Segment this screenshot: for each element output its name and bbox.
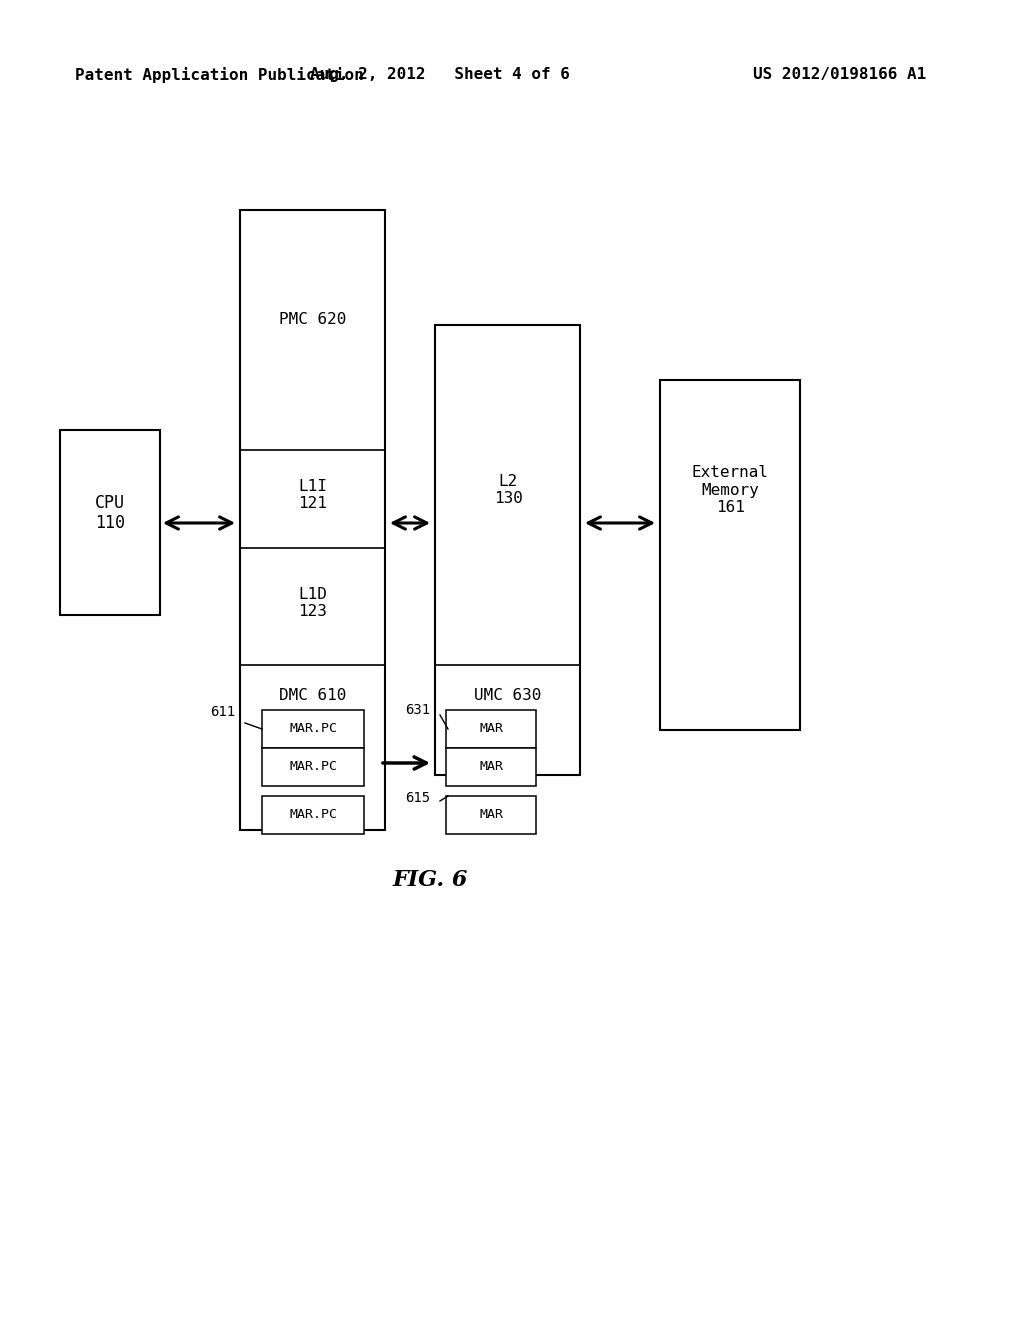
- Text: 615: 615: [404, 791, 430, 805]
- Text: DMC 610: DMC 610: [280, 688, 347, 702]
- Bar: [446, 710, 536, 748]
- Bar: [660, 380, 800, 730]
- Bar: [446, 796, 536, 834]
- Text: US 2012/0198166 A1: US 2012/0198166 A1: [754, 67, 927, 82]
- Text: CPU
110: CPU 110: [95, 494, 125, 532]
- Text: L2
130: L2 130: [494, 474, 522, 506]
- Text: UMC 630: UMC 630: [474, 688, 542, 702]
- Text: Aug. 2, 2012   Sheet 4 of 6: Aug. 2, 2012 Sheet 4 of 6: [310, 67, 570, 82]
- Text: L1I
121: L1I 121: [299, 479, 328, 511]
- Text: Patent Application Publication: Patent Application Publication: [75, 67, 364, 83]
- Text: MAR.PC: MAR.PC: [289, 808, 337, 821]
- Text: MAR: MAR: [479, 808, 503, 821]
- Bar: [435, 325, 580, 775]
- Bar: [262, 796, 364, 834]
- Text: 631: 631: [404, 704, 430, 717]
- Text: External
Memory
161: External Memory 161: [691, 465, 768, 515]
- Bar: [262, 710, 364, 748]
- Bar: [60, 430, 160, 615]
- Bar: [240, 210, 385, 830]
- Text: FIG. 6: FIG. 6: [392, 869, 468, 891]
- Bar: [446, 748, 536, 785]
- Text: L1D
123: L1D 123: [299, 587, 328, 619]
- Text: MAR: MAR: [479, 722, 503, 735]
- Text: MAR.PC: MAR.PC: [289, 760, 337, 774]
- Text: MAR: MAR: [479, 760, 503, 774]
- Text: MAR.PC: MAR.PC: [289, 722, 337, 735]
- Text: PMC 620: PMC 620: [280, 313, 347, 327]
- Bar: [262, 748, 364, 785]
- Text: 611: 611: [210, 705, 234, 719]
